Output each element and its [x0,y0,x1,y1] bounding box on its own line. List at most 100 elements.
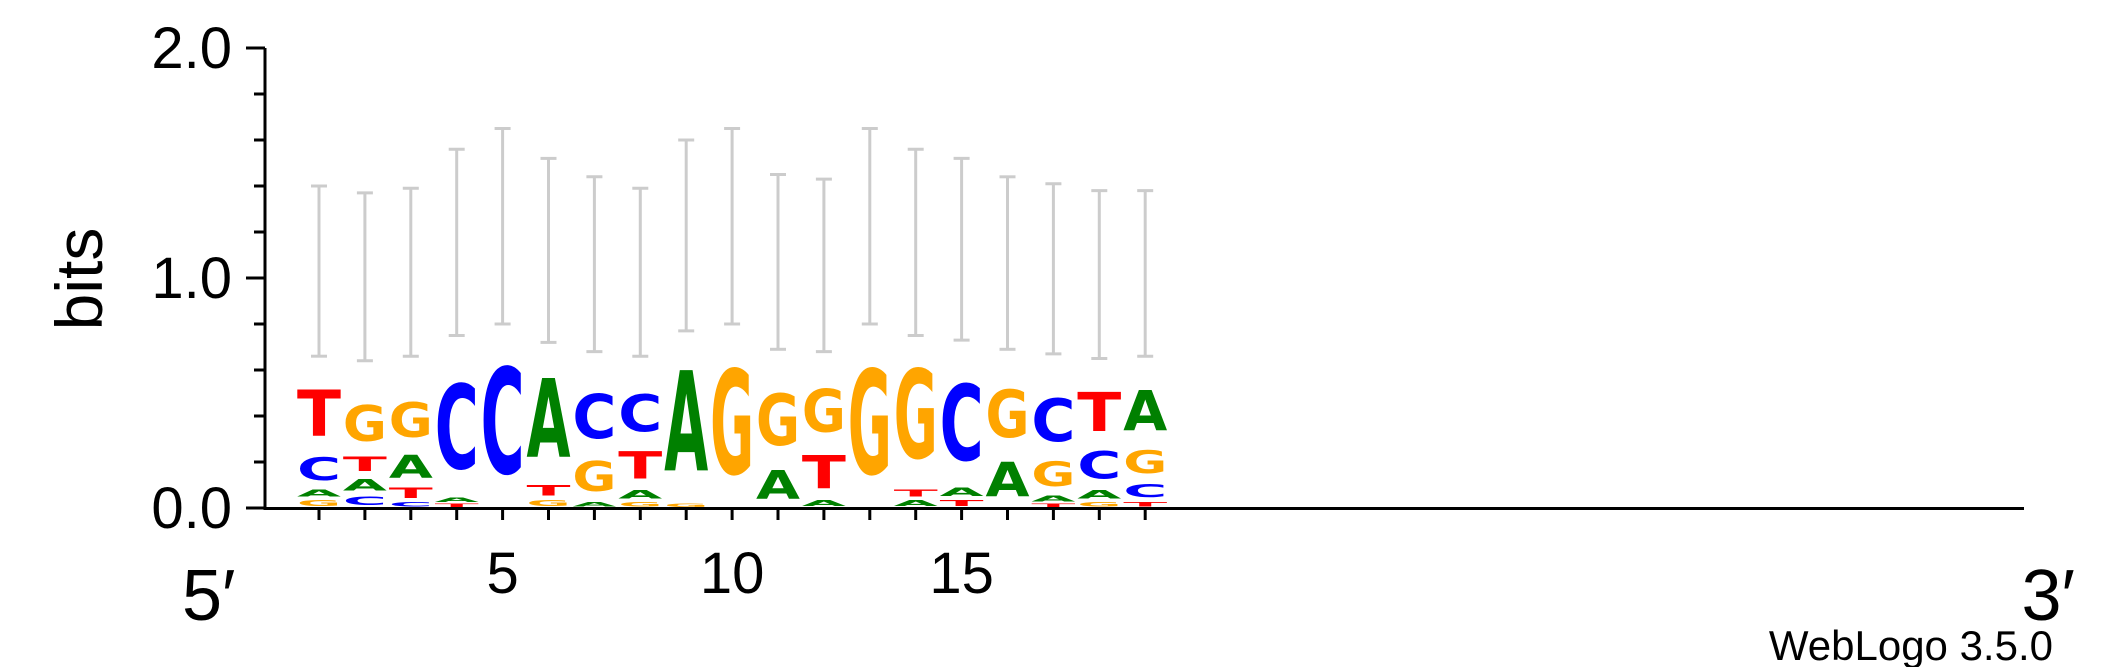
error-bar [999,175,1016,351]
error-bar [1045,182,1062,356]
logo-letter-T: T [940,499,985,508]
error-bar [953,156,970,342]
logo-letter-A: A [802,499,847,508]
logo-letter-C: C [481,340,525,509]
logo-letter-G: G [618,501,662,508]
logo-letter-A: A [435,496,480,503]
logo-letter-A: A [527,358,571,483]
logo-column: AG [756,380,800,509]
error-bar [311,184,327,358]
error-bar [402,186,419,358]
x-tick-label: 10 [700,541,765,606]
y-tick-label: 0.0 [151,476,232,541]
logo-letter-G: G [297,499,341,508]
y-ticks: 0.0 1.0 2.0 [151,16,265,541]
logo-letter-G: G [389,393,433,448]
logo-letter-T: T [297,378,342,451]
logo-letter-T: T [1077,381,1121,443]
logo-letter-G: G [1123,444,1167,481]
logo-letter-C: C [1123,481,1167,501]
error-bar [770,173,786,351]
x-tick-label: 5 [486,541,518,606]
axes: 0.0 1.0 2.0 5 10 15 [151,16,2024,606]
logo-letter-C: C [1031,387,1075,455]
error-bar [540,156,557,344]
logo-letter-A: A [618,487,662,501]
logo-letter-C: C [435,361,479,497]
logo-letter-A: A [756,462,800,508]
logo-letter-C: C [1077,444,1121,487]
logo-letter-C: C [389,501,433,508]
logo-letter-A: A [894,499,939,508]
logo-column: TAC [435,361,480,508]
logo-letter-C: C [618,385,662,445]
logo-letter-G: G [756,380,800,462]
error-bar [678,138,695,333]
logo-letter-G: G [1031,456,1075,495]
error-bar [1091,189,1108,360]
error-bar [448,147,465,337]
logo-letter-G: G [710,340,754,508]
logo-letter-A: A [297,487,342,499]
logo-column: GTA [527,358,571,508]
logo-letter-T: T [1123,501,1167,508]
error-bar [907,147,924,337]
logo-letter-T: T [435,503,479,508]
error-bar [632,186,649,358]
logo-column: ATG [802,378,847,508]
logo-letter-T: T [618,444,662,487]
logo-letter-T: T [343,453,388,476]
logo-letter-G: G [802,378,846,446]
error-bar [494,127,511,326]
logo-letter-C: C [940,364,984,485]
error-bar [815,177,832,354]
logo-letter-A: A [986,454,1031,508]
y-tick-label: 1.0 [151,246,232,311]
logo-letter-C: C [572,383,616,454]
logo-letter-T: T [389,485,433,501]
logo-letter-A: A [1123,380,1168,444]
error-bar [724,127,741,326]
logo-letter-T: T [802,447,846,500]
logo-letter-G: G [848,340,892,508]
logo-letter-T: T [1031,503,1075,508]
logo-letter-C: C [343,495,387,509]
logo-column: GA [664,342,708,508]
logo-letter-A: A [389,448,434,485]
logo-letter-A: A [664,342,708,503]
logo-column: C [481,340,525,509]
logo-column: AG [986,378,1031,508]
logo-column: TAC [940,364,985,508]
weblogo-version-footer: WebLogo 3.5.0 [1769,622,2053,667]
error-bar [586,175,603,354]
logo-letter-A: A [1077,487,1121,501]
error-bar [1137,189,1154,358]
y-tick-label: 2.0 [151,16,232,81]
logo-letter-G: G [894,347,938,488]
five-prime-label: 5′ [182,556,236,636]
y-axis-label: bits [42,228,116,331]
logo-letter-G: G [986,378,1030,453]
logo-letter-G: G [664,503,708,508]
x-ticks: 5 10 15 [317,510,1147,606]
error-bar [356,191,373,363]
x-tick-label: 15 [929,541,994,606]
three-prime-label: 3′ [2021,556,2075,636]
logo-letter-A: A [940,485,984,499]
logo-column: ATG [894,347,939,508]
logo-letter-G: G [1077,501,1121,508]
logo-letter-A: A [343,476,388,494]
logo-letter-T: T [527,483,571,499]
logo-column: G [848,340,892,508]
logo-letter-T: T [894,487,939,499]
logo-letter-G: G [527,499,571,508]
